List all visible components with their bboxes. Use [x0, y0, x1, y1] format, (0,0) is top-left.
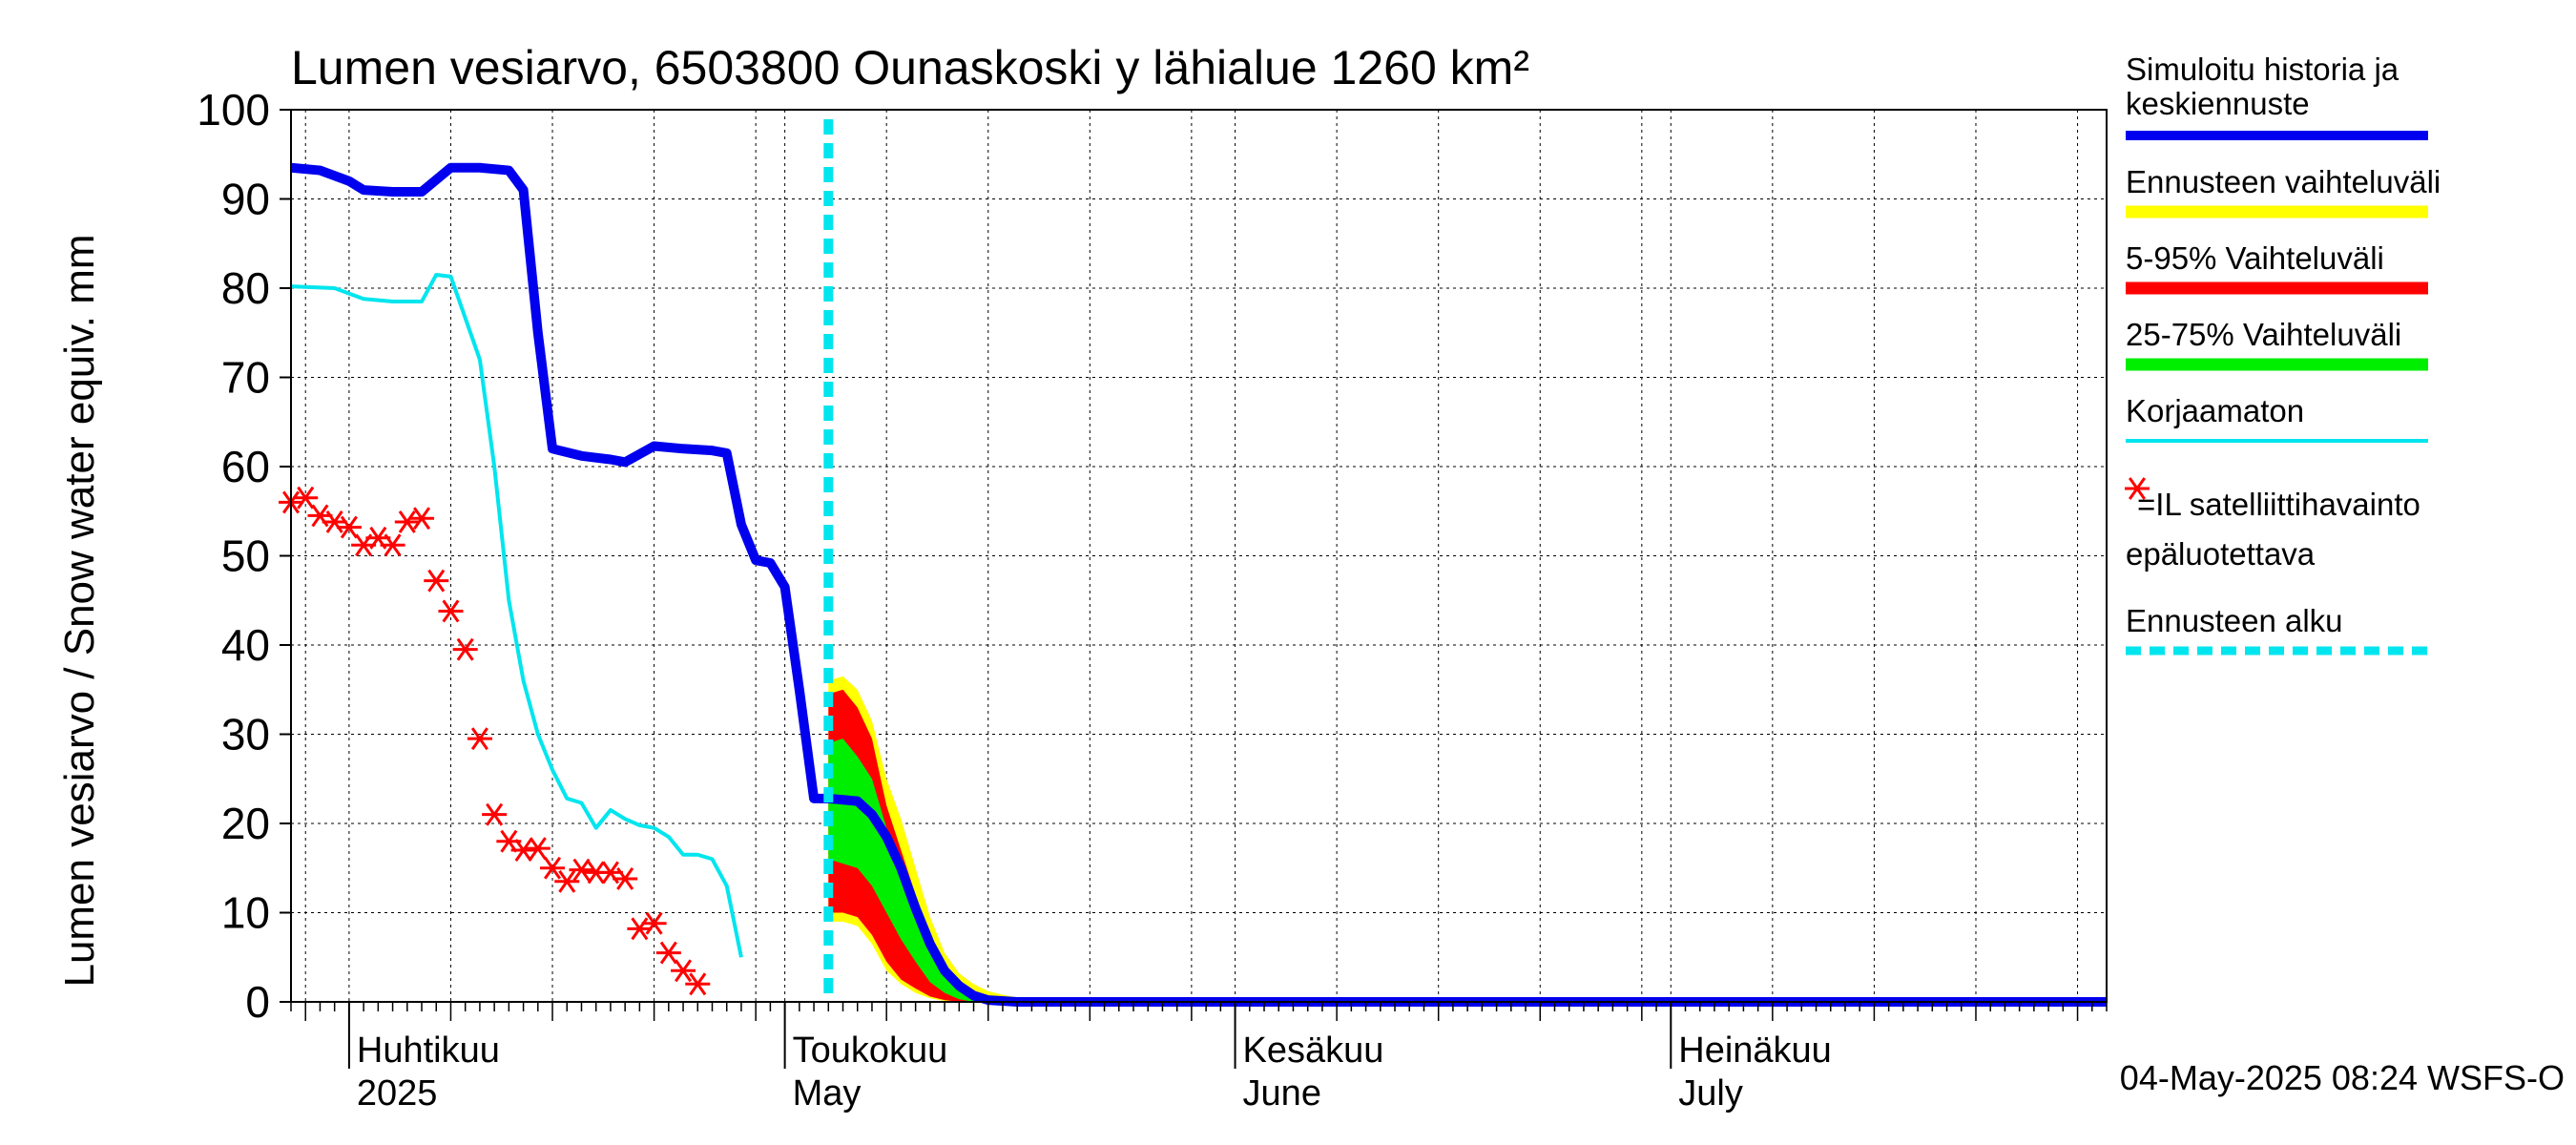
chart-title: Lumen vesiarvo, 6503800 Ounaskoski y läh… — [291, 41, 1529, 94]
satellite-point — [467, 727, 492, 751]
month-label: Kesäkuu — [1243, 1030, 1384, 1071]
satellite-point — [336, 515, 362, 539]
satellite-point — [482, 802, 508, 826]
band-5-95-vaihteluv-li — [828, 689, 1003, 1002]
satellite-point — [452, 637, 478, 661]
y-tick-label: 50 — [221, 531, 270, 581]
legend-label-2: keskiennuste — [2126, 86, 2310, 121]
satellite-point — [655, 941, 681, 965]
satellite-observations — [279, 486, 711, 996]
satellite-point — [293, 486, 319, 510]
legend-label-2: epäluotettava — [2126, 536, 2316, 572]
legend-item: Korjaamaton — [2126, 393, 2428, 443]
y-tick-label: 100 — [197, 85, 270, 135]
y-tick-label: 40 — [221, 620, 270, 670]
legend-item: Ennusteen vaihteluväli — [2126, 164, 2441, 219]
month-sublabel: June — [1243, 1073, 1321, 1114]
satellite-point — [554, 869, 580, 893]
y-tick-label: 90 — [221, 175, 270, 224]
timestamp-label: 04-May-2025 08:24 WSFS-O — [2120, 1058, 2565, 1097]
legend-item: =IL satelliittihavainto epäluotettava — [2125, 477, 2420, 572]
satellite-point — [641, 911, 667, 935]
legend-label: Simuloitu historia ja — [2126, 52, 2399, 87]
legend-item: 5-95% Vaihteluväli — [2126, 240, 2428, 295]
y-tick-label: 30 — [221, 710, 270, 760]
series-lines — [290, 162, 2107, 1007]
legend-label: Ennusteen alku — [2126, 603, 2343, 638]
satellite-point — [424, 569, 449, 593]
satellite-point — [322, 510, 347, 533]
satellite-point — [438, 599, 464, 623]
legend-label: Ennusteen vaihteluväli — [2126, 164, 2441, 199]
y-axis-label: Lumen vesiarvo / Snow water equiv. mm — [56, 234, 103, 987]
month-sublabel: May — [793, 1073, 862, 1114]
y-tick-label: 20 — [221, 799, 270, 848]
month-label: Heinäkuu — [1678, 1030, 1832, 1071]
band-25-75-vaihteluv-li — [828, 739, 988, 1002]
satellite-point — [510, 839, 536, 862]
month-sublabel: July — [1678, 1073, 1743, 1114]
y-tick-label: 0 — [245, 977, 270, 1027]
satellite-point — [627, 917, 653, 941]
y-tick-label: 10 — [221, 888, 270, 938]
legend-item: Ennusteen alku — [2126, 603, 2428, 656]
y-tick-label: 80 — [221, 263, 270, 313]
satellite-point — [380, 533, 405, 557]
y-axis-ticks: 0 10 20 30 40 50 60 70 80 90 100 — [197, 85, 291, 1027]
median-forecast-line — [290, 162, 2107, 1007]
forecast-bands — [828, 676, 1061, 1002]
legend-label: 25-75% Vaihteluväli — [2126, 317, 2401, 352]
satellite-point — [613, 867, 638, 890]
y-tick-label: 60 — [221, 442, 270, 491]
month-label: Toukokuu — [793, 1030, 948, 1071]
legend-label: =IL satelliittihavainto — [2137, 487, 2420, 522]
legend-item: 25-75% Vaihteluväli — [2126, 317, 2428, 371]
satellite-point — [671, 959, 696, 983]
satellite-point — [685, 972, 711, 996]
uncorrected-line — [290, 272, 743, 958]
month-label: Huhtikuu — [357, 1030, 500, 1071]
satellite-point — [540, 856, 566, 880]
satellite-point — [569, 858, 594, 882]
legend-label: Korjaamaton — [2126, 393, 2304, 428]
y-tick-label: 70 — [221, 353, 270, 403]
satellite-point — [525, 837, 551, 861]
month-sublabel: 2025 — [357, 1073, 438, 1114]
satellite-point — [394, 510, 420, 533]
satellite-point — [409, 507, 435, 531]
legend-label: 5-95% Vaihteluväli — [2126, 240, 2384, 276]
